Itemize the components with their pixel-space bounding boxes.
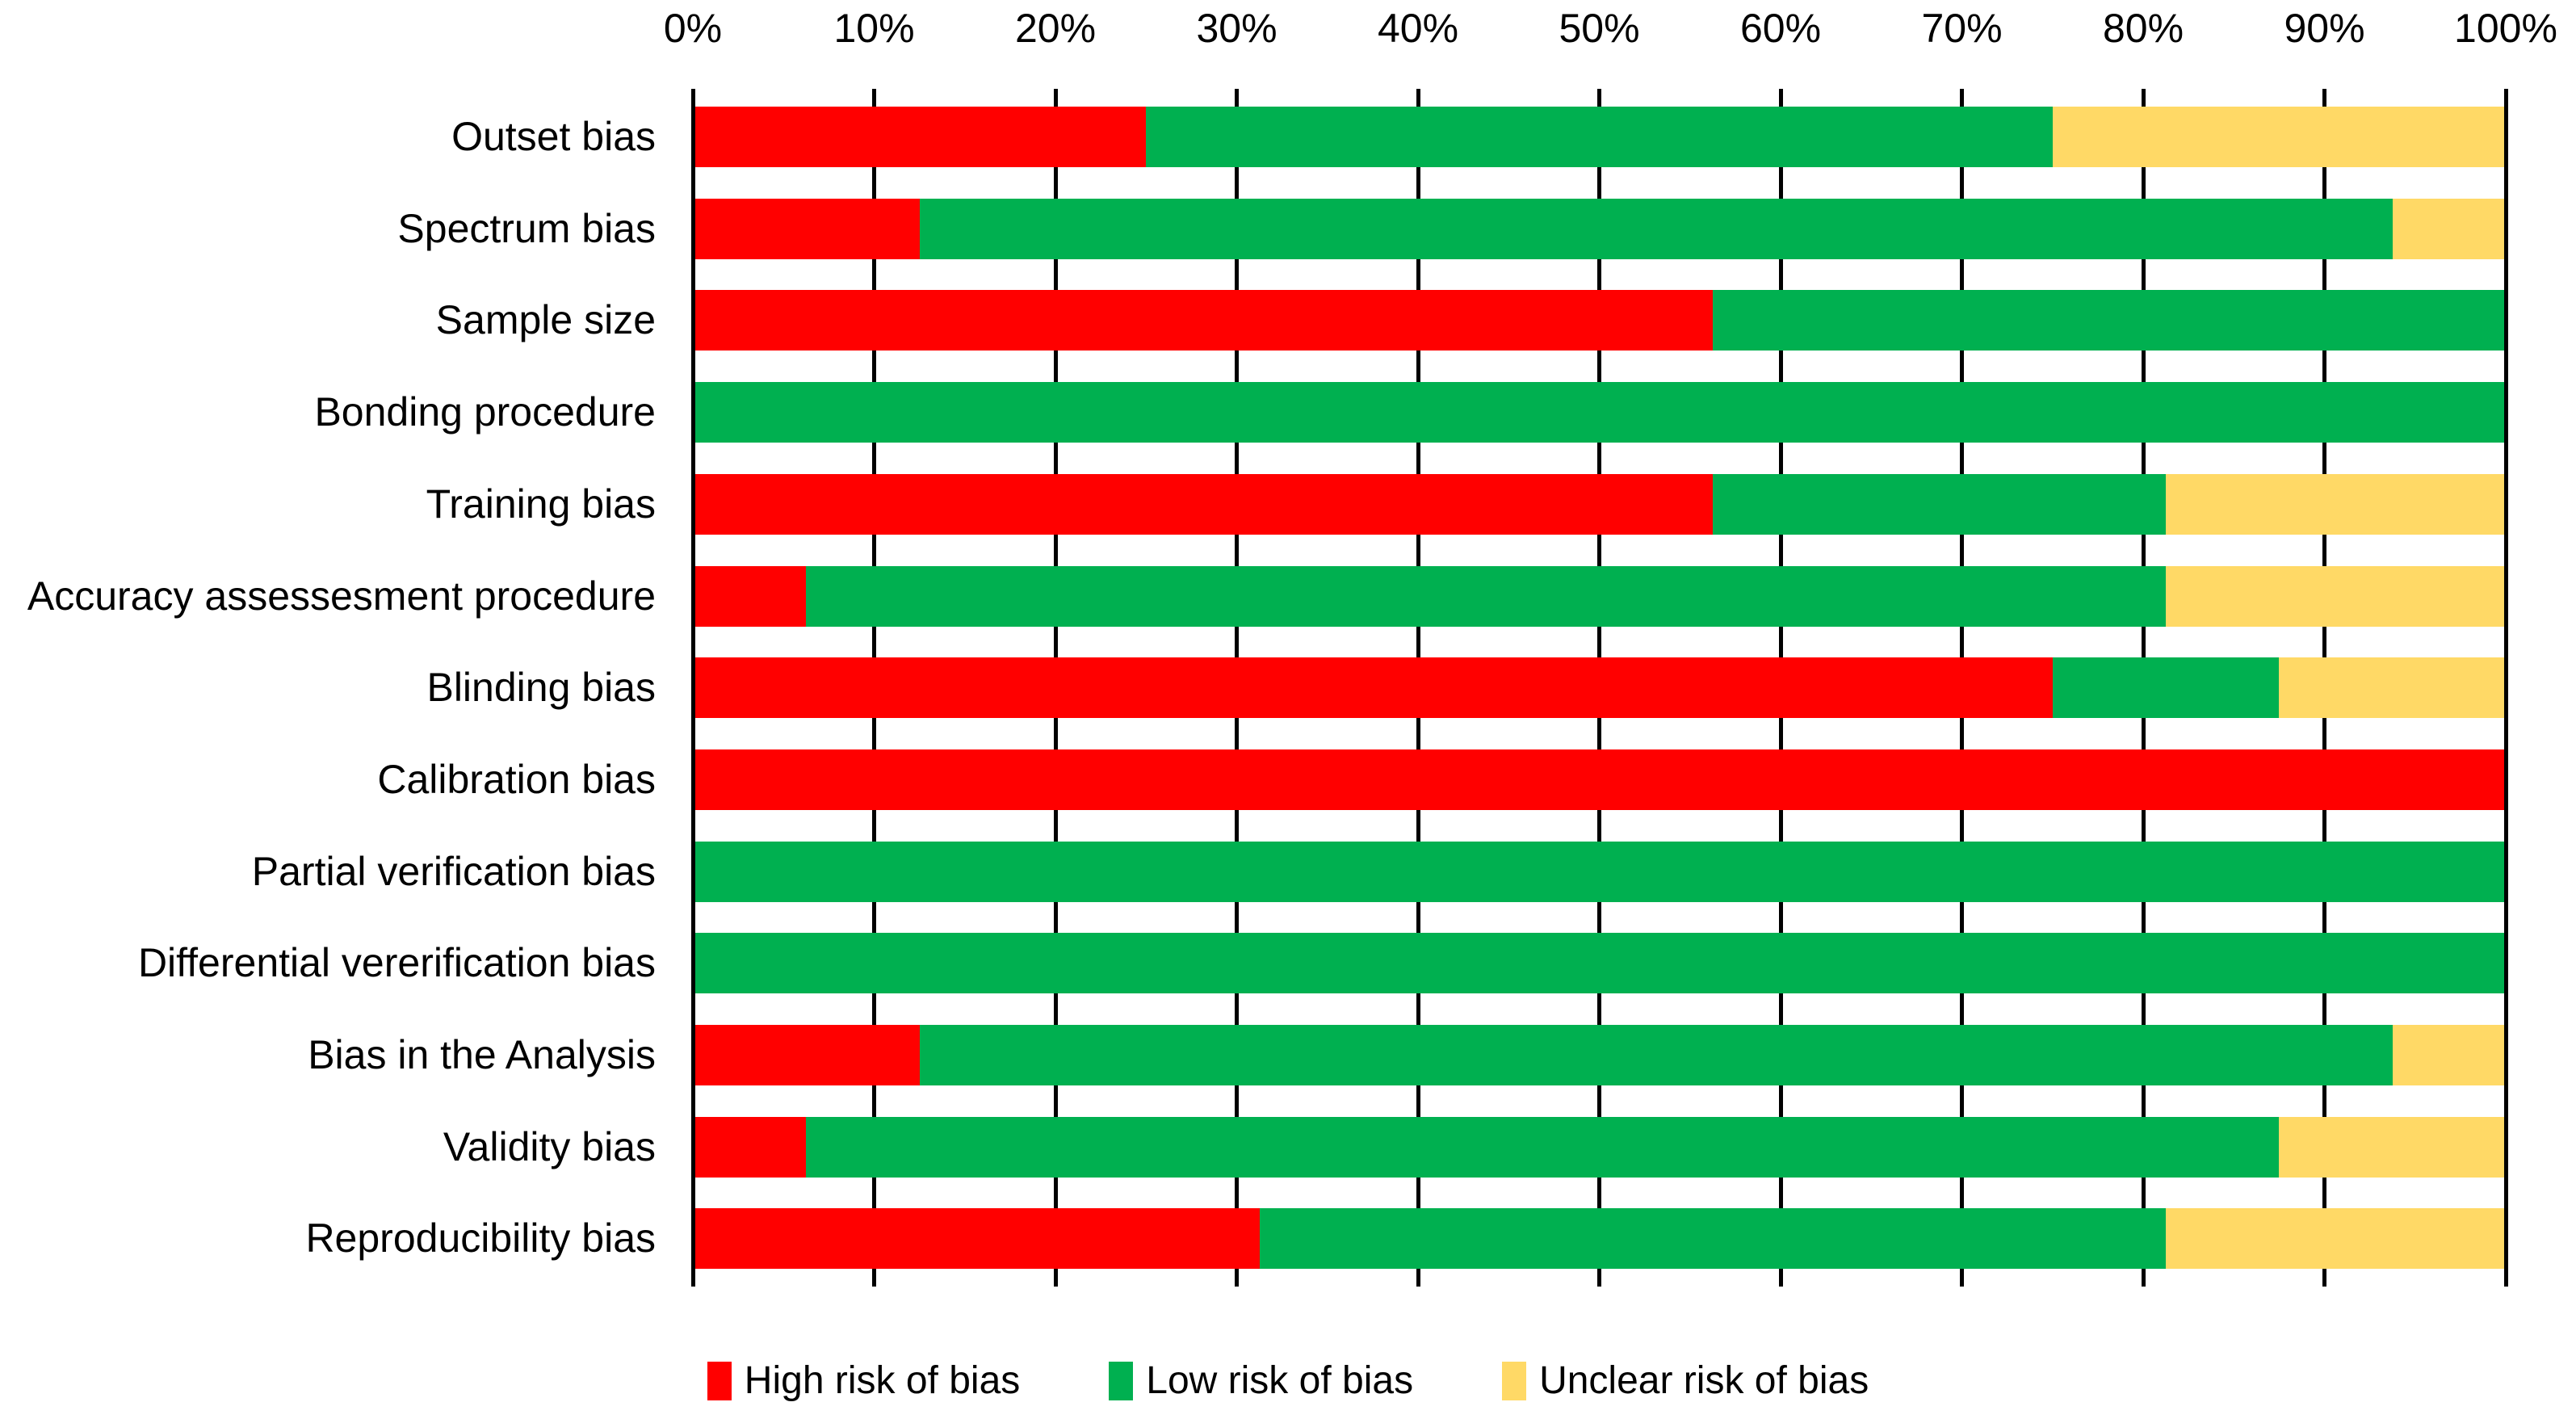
legend-label: Unclear risk of bias	[1539, 1359, 1869, 1402]
axis-tick-label: 30%	[1196, 6, 1278, 51]
bar-row	[693, 107, 2506, 167]
bar-segment-low-risk	[806, 1116, 2280, 1178]
bar-segment-low-risk	[919, 198, 2393, 259]
bar-segment-low-risk	[919, 1025, 2393, 1085]
category-label: Sample size	[435, 297, 656, 343]
bar-segment-unclear-risk	[2166, 565, 2506, 627]
legend-item: High risk of bias	[707, 1358, 1020, 1403]
axis-line	[690, 89, 695, 1287]
bar-row	[693, 933, 2506, 994]
bar-row	[693, 290, 2506, 351]
bar-segment-unclear-risk	[2279, 1116, 2506, 1178]
bar-segment-unclear-risk	[2052, 107, 2506, 167]
axis-line	[2503, 89, 2508, 1287]
axis-tick-label: 70%	[1921, 6, 2003, 51]
bar-row	[693, 749, 2506, 810]
category-label: Bonding procedure	[314, 389, 656, 435]
bar-segment-unclear-risk	[2392, 1025, 2506, 1085]
category-label: Validity bias	[443, 1123, 656, 1169]
bar-segment-low-risk	[693, 933, 2506, 994]
bar-segment-high-risk	[693, 1208, 1260, 1270]
bar-segment-high-risk	[693, 107, 1147, 167]
legend-swatch-icon	[1502, 1361, 1527, 1400]
category-label: Blinding bias	[426, 665, 656, 711]
bar-segment-high-risk	[693, 198, 920, 259]
bar-segment-low-risk	[693, 841, 2506, 902]
bar-segment-unclear-risk	[2279, 657, 2506, 719]
bar-segment-low-risk	[1712, 473, 2167, 535]
bar-row	[693, 473, 2506, 535]
legend-swatch-icon	[707, 1361, 732, 1400]
category-label: Calibration bias	[377, 756, 656, 802]
axis-tick-label: 0%	[663, 6, 723, 51]
axis-tick-label: 90%	[2284, 6, 2365, 51]
bar-segment-low-risk	[2052, 657, 2280, 719]
bar-segment-high-risk	[693, 473, 1713, 535]
bar-segment-unclear-risk	[2392, 198, 2506, 259]
category-label: Spectrum bias	[397, 205, 656, 251]
bar-row	[693, 565, 2506, 627]
legend-item: Low risk of bias	[1109, 1358, 1413, 1403]
bar-segment-low-risk	[1712, 290, 2506, 351]
legend-label: Low risk of bias	[1146, 1359, 1414, 1402]
bar-row	[693, 1116, 2506, 1178]
legend-label: High risk of bias	[744, 1359, 1021, 1402]
axis-tick-label: 60%	[1739, 6, 1822, 51]
bar-segment-unclear-risk	[2166, 473, 2506, 535]
category-label: Accuracy assessesment procedure	[27, 573, 656, 619]
legend-item: Unclear risk of bias	[1502, 1358, 1869, 1403]
category-label: Differential vererification bias	[137, 940, 656, 986]
category-label: Bias in the Analysis	[308, 1032, 656, 1077]
category-label: Partial verification bias	[251, 848, 656, 894]
category-label: Training bias	[426, 481, 656, 527]
bar-row	[693, 657, 2506, 719]
axis-tick-label: 20%	[1014, 6, 1097, 51]
category-label: Reproducibility bias	[305, 1215, 656, 1262]
axis-tick-label: 10%	[833, 6, 915, 51]
bar-segment-low-risk	[1259, 1208, 2167, 1270]
bar-segment-high-risk	[693, 749, 2506, 810]
bar-row	[693, 198, 2506, 259]
axis-tick-label: 40%	[1377, 6, 1459, 51]
bar-segment-high-risk	[693, 1025, 920, 1085]
axis-tick-label: 50%	[1559, 6, 1640, 51]
legend: High risk of bias Low risk of bias Unclear…	[0, 1358, 2576, 1403]
bar-row	[693, 841, 2506, 902]
bar-segment-low-risk	[806, 565, 2167, 627]
bar-segment-unclear-risk	[2166, 1208, 2506, 1270]
bar-segment-high-risk	[693, 657, 2053, 719]
bar-row	[693, 1208, 2506, 1270]
legend-swatch-icon	[1109, 1361, 1134, 1400]
bar-segment-high-risk	[693, 290, 1713, 351]
bar-row	[693, 382, 2506, 443]
bar-segment-low-risk	[1146, 107, 2053, 167]
bar-segment-high-risk	[693, 565, 807, 627]
axis-tick-label: 80%	[2102, 6, 2184, 51]
bar-segment-low-risk	[693, 382, 2506, 443]
bar-row	[693, 1025, 2506, 1085]
axis-tick-label: 100%	[2454, 6, 2557, 51]
category-label: Outset bias	[451, 114, 656, 159]
bar-segment-high-risk	[693, 1116, 807, 1178]
